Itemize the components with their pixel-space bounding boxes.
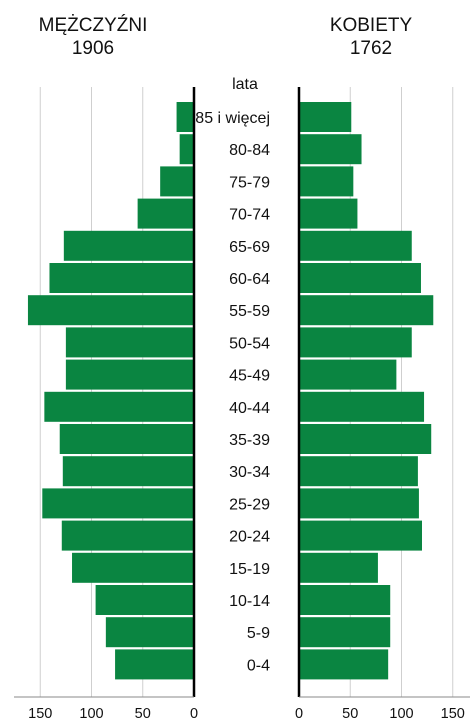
age-label: 0-4 — [247, 657, 270, 674]
age-label: 55-59 — [229, 303, 270, 320]
male-bars — [27, 102, 195, 680]
male-bar — [176, 102, 194, 132]
age-label: 45-49 — [229, 368, 270, 385]
male-bar — [42, 488, 194, 519]
male-bar — [44, 391, 194, 422]
male-bar — [59, 424, 194, 454]
tick-label-left: 50 — [135, 706, 151, 722]
age-label: 25-29 — [229, 496, 270, 513]
male-bar — [62, 456, 194, 487]
age-label: 75-79 — [229, 174, 270, 191]
male-bar — [160, 166, 194, 197]
female-bar — [299, 359, 397, 390]
age-label: 20-24 — [229, 529, 270, 546]
age-header: lata — [232, 76, 258, 93]
female-bar — [299, 391, 425, 422]
tick-label-left: 150 — [28, 706, 52, 722]
female-bar — [299, 198, 358, 229]
age-label: 10-14 — [229, 593, 270, 610]
male-bar — [63, 230, 195, 261]
age-label: 85 i więcej — [195, 110, 270, 127]
right-group-total: 1762 — [350, 38, 392, 59]
age-label: 80-84 — [229, 142, 270, 159]
female-bar — [299, 520, 422, 551]
male-bar — [72, 552, 194, 583]
female-bar — [299, 166, 354, 197]
age-label: 60-64 — [229, 271, 270, 288]
female-bar — [299, 552, 378, 583]
female-bar — [299, 230, 412, 261]
x-tick-labels: 150 150 100 100 50 50 0 0 — [28, 706, 465, 722]
tick-label-right: 50 — [342, 706, 358, 722]
female-bar — [299, 134, 362, 165]
female-bar — [299, 585, 391, 615]
male-bar — [95, 585, 194, 615]
tick-label-right: 150 — [441, 706, 465, 722]
female-bar — [299, 649, 389, 680]
male-bar — [179, 134, 194, 165]
male-bar — [65, 359, 194, 390]
female-bar — [299, 295, 434, 326]
age-label: 30-34 — [229, 464, 270, 481]
age-label: 50-54 — [229, 335, 270, 352]
age-label: 35-39 — [229, 432, 270, 449]
female-bar — [299, 102, 352, 132]
female-bars — [299, 102, 434, 680]
male-bar — [49, 263, 194, 293]
female-bar — [299, 488, 419, 519]
female-bar — [299, 424, 432, 454]
age-label: 40-44 — [229, 400, 270, 417]
age-labels: 85 i więcej 80-84 75-79 70-74 65-69 60-64 55-5… — [195, 110, 270, 674]
tick-label-left: 100 — [79, 706, 103, 722]
age-label: 5-9 — [247, 625, 270, 642]
female-bar — [299, 327, 412, 358]
female-bar — [299, 263, 421, 293]
tick-label-left: 0 — [190, 706, 198, 722]
left-group-label: MĘŻCZYŹNI — [39, 15, 148, 36]
male-bar — [137, 198, 194, 229]
female-bar — [299, 456, 418, 487]
tick-label-right: 0 — [295, 706, 303, 722]
male-bar — [27, 295, 195, 326]
male-bar — [115, 649, 194, 680]
left-group-total: 1906 — [72, 38, 114, 59]
male-bar — [61, 520, 195, 551]
tick-label-right: 100 — [389, 706, 413, 722]
age-label: 70-74 — [229, 207, 270, 224]
male-bar — [105, 617, 194, 648]
male-bar — [65, 327, 194, 358]
right-group-label: KOBIETY — [330, 15, 413, 36]
age-label: 65-69 — [229, 239, 270, 256]
age-label: 15-19 — [229, 561, 270, 578]
female-bar — [299, 617, 391, 648]
